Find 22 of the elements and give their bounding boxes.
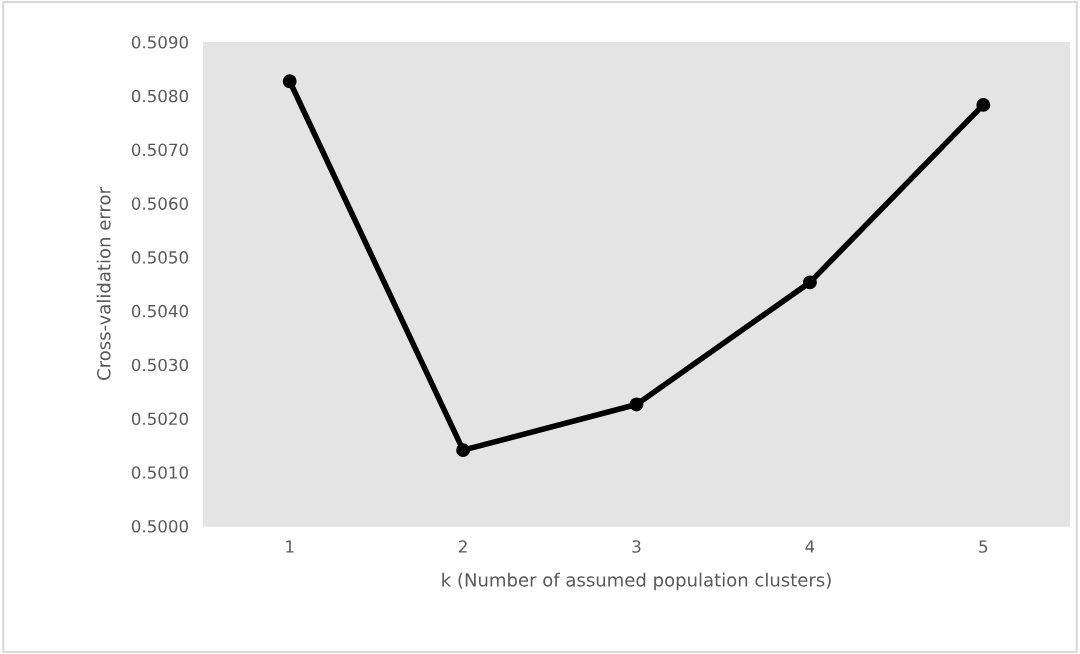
y-tick-label: 0.5000 [131,519,188,533]
y-tick-label: 0.5050 [131,251,188,264]
y-tick-label: 0.5090 [131,35,188,49]
y-tick-label: 0.5060 [131,197,188,210]
y-tick-label: 0.5070 [131,143,188,157]
point [282,74,297,89]
point [802,275,817,290]
point [456,443,471,458]
x-axis-title: k (Number of assumed population clusters) [442,572,831,591]
y-tick-label: 0.5020 [131,412,188,426]
x-tick-label: 5 [979,540,988,553]
y-tick-label: 0.5010 [131,466,188,479]
y-axis-title: Cross-validation error [96,187,111,380]
x-tick-label: 4 [805,540,815,553]
x-tick-label: 2 [459,540,467,553]
point [629,397,644,412]
x-tick-label: 3 [632,540,641,553]
y-tick-label: 0.5040 [131,304,188,318]
point [976,97,991,112]
y-tick-label: 0.5080 [131,89,188,103]
x-tick-label: 1 [286,540,294,553]
y-tick-label: 0.5030 [131,358,188,372]
